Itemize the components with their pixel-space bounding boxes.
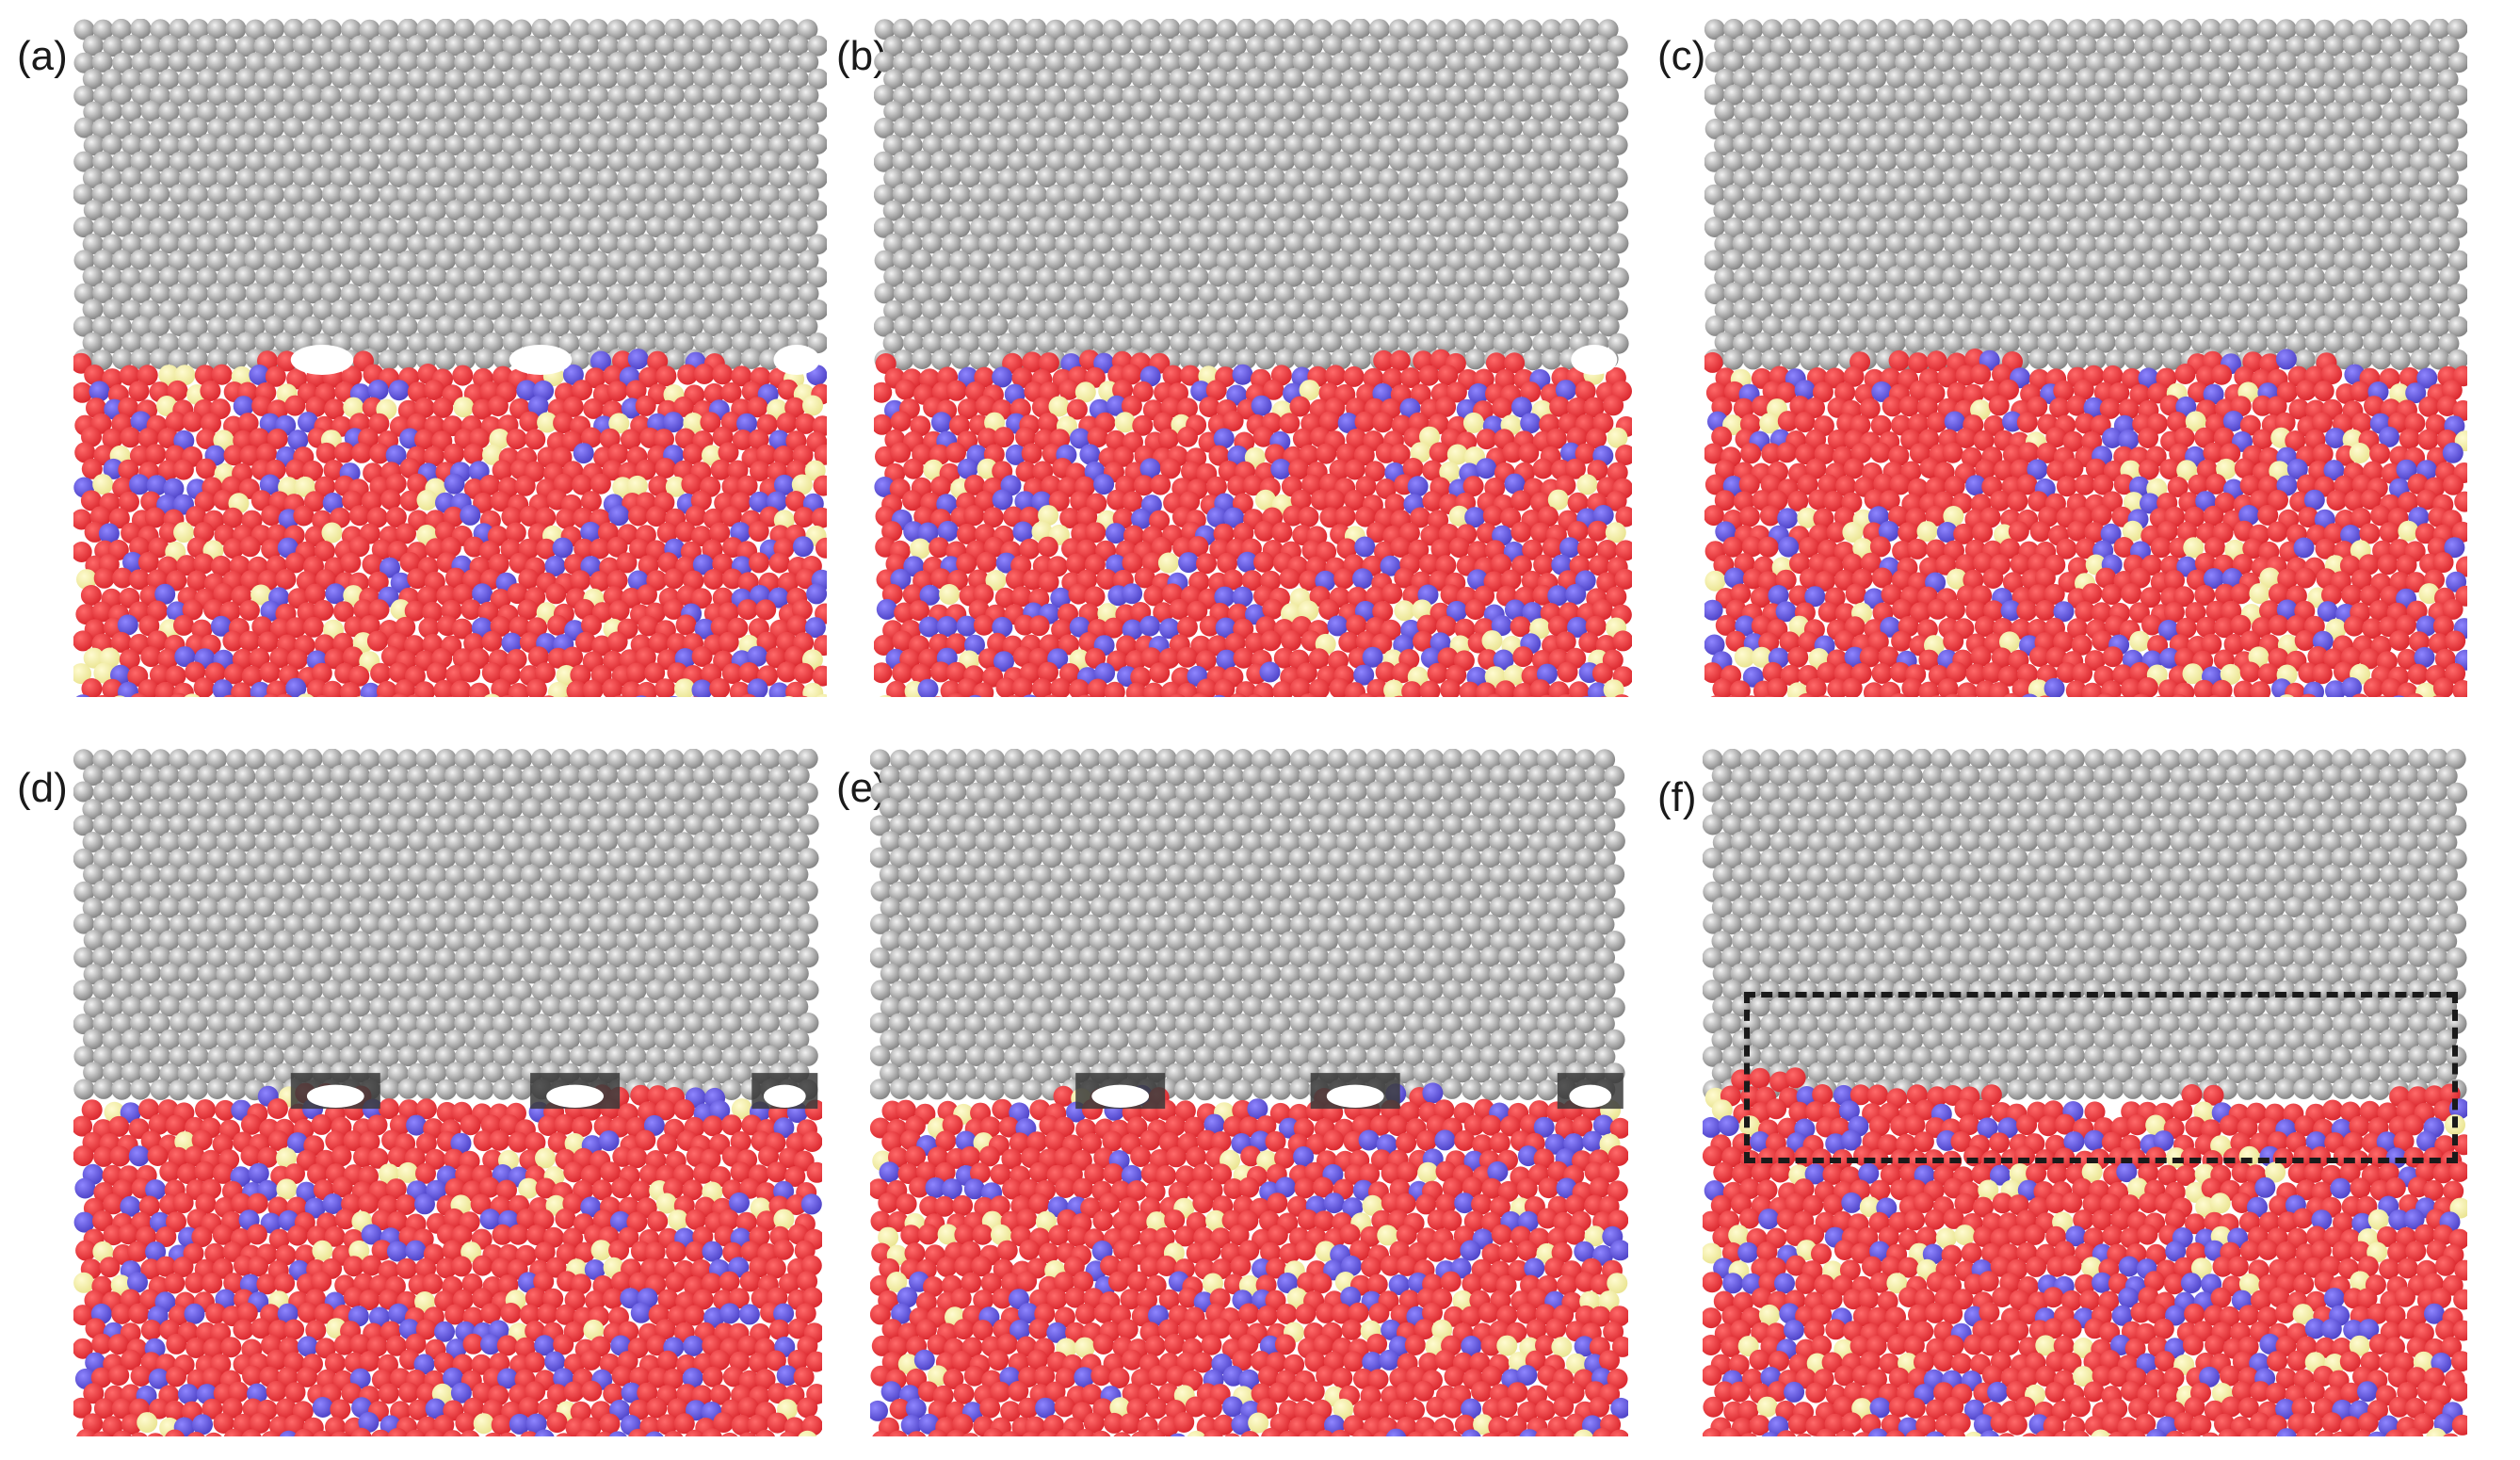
interface-void	[773, 345, 820, 375]
top-crystal-layer	[1703, 749, 2467, 1101]
atomistic-snapshot	[73, 19, 827, 697]
top-crystal-layer	[870, 749, 1625, 1101]
panel-f: (f)	[1657, 730, 2520, 1460]
interface-void	[290, 345, 354, 375]
interface-void	[509, 345, 573, 375]
atomistic-snapshot	[1704, 19, 2467, 697]
panel-label: (f)	[1657, 774, 1697, 820]
panel-c: (c)	[1657, 0, 2520, 716]
interface-void-core	[1091, 1084, 1150, 1108]
substrate-alloy-layer	[73, 349, 827, 697]
interface-void-core	[546, 1084, 604, 1108]
panel-label: (c)	[1657, 33, 1706, 79]
atomistic-snapshot	[1703, 749, 2467, 1436]
top-crystal-layer	[73, 749, 819, 1101]
atomistic-snapshot	[73, 749, 822, 1436]
top-crystal-layer	[874, 19, 1629, 371]
interface-void-core	[1326, 1084, 1384, 1108]
atomistic-snapshot	[874, 19, 1632, 697]
atomistic-snapshot	[870, 749, 1628, 1436]
panel-label: (d)	[17, 765, 68, 811]
panel-e: (e)	[829, 730, 1657, 1460]
substrate-alloy-layer	[874, 349, 1632, 697]
interface-void-core	[763, 1084, 806, 1108]
panel-label: (a)	[17, 33, 68, 79]
interface-void	[1571, 345, 1618, 375]
panel-a: (a)	[0, 0, 829, 716]
interface-void-core	[1569, 1084, 1612, 1108]
top-crystal-layer	[1704, 19, 2467, 371]
interface-void-core	[306, 1084, 364, 1108]
substrate-alloy-layer	[1703, 1067, 2467, 1436]
substrate-alloy-layer	[1704, 349, 2467, 697]
panel-d: (d)	[0, 730, 829, 1460]
substrate-alloy-layer	[73, 1082, 822, 1436]
substrate-alloy-layer	[870, 1082, 1628, 1436]
panel-b: (b)	[829, 0, 1657, 716]
highlight-region-box	[1744, 992, 2458, 1163]
top-crystal-layer	[73, 19, 827, 371]
